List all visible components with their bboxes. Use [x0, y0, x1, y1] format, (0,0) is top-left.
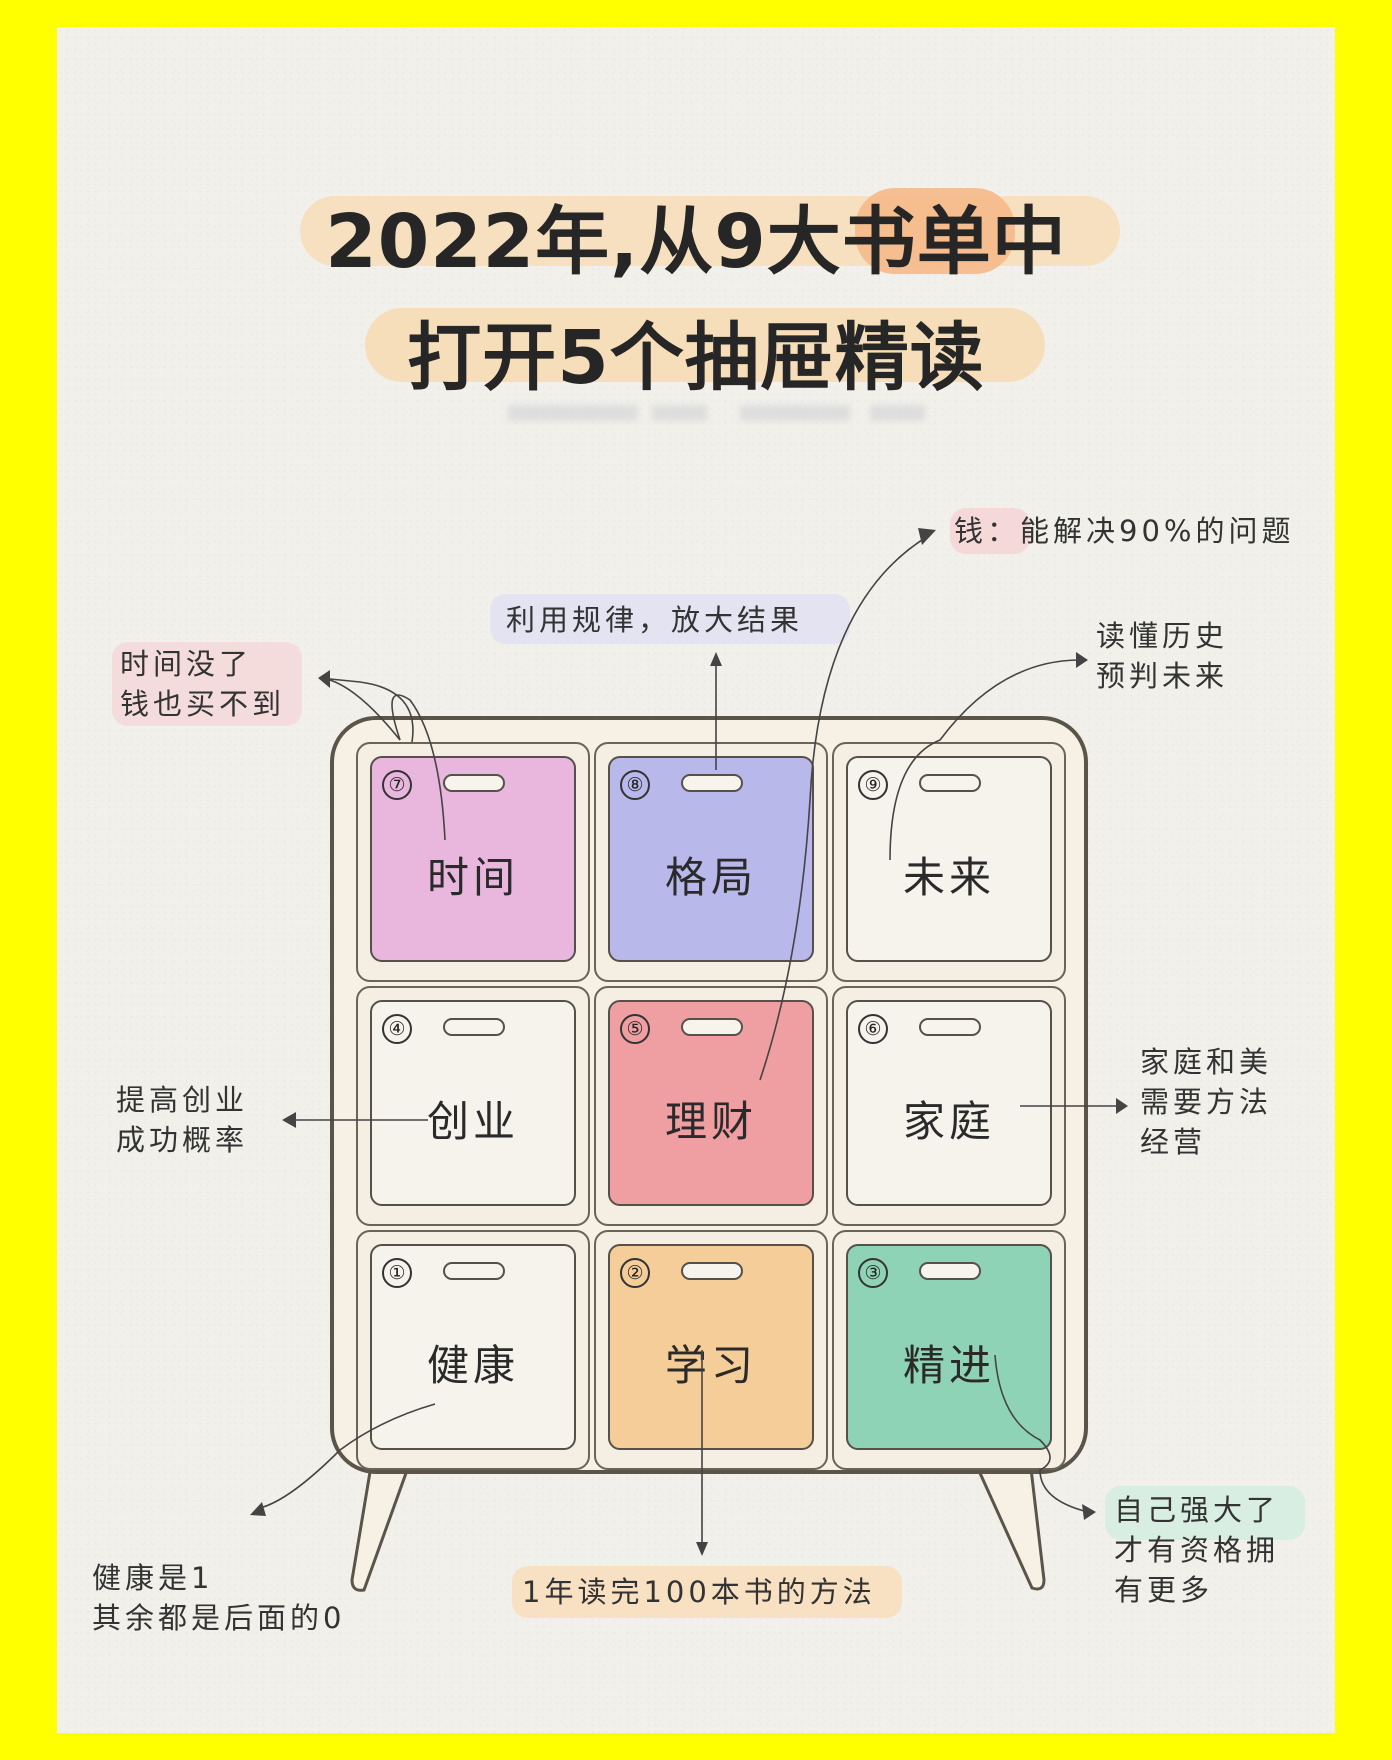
drawer-slot: ⑦ 时间	[356, 742, 590, 982]
note-learn: 1年读完100本书的方法	[522, 1575, 876, 1609]
note-highlight-time	[112, 642, 302, 726]
drawer-slot: ④ 创业	[356, 986, 590, 1226]
blurred-author	[740, 405, 850, 421]
note-highlight-improve	[1105, 1486, 1305, 1540]
drawer-label: 创业	[426, 1097, 519, 1146]
note-time: 时间没了 钱也买不到	[120, 647, 286, 721]
drawer-handle[interactable]	[681, 1018, 743, 1036]
blurred-author	[870, 405, 925, 421]
note-health: 健康是1 其余都是后面的0	[92, 1561, 346, 1635]
drawer-number: ⑨	[858, 770, 888, 800]
note-future: 读懂历史 预判未来	[1096, 619, 1229, 693]
drawer-slot: ⑤ 理财	[594, 986, 828, 1226]
drawer-number: ①	[382, 1258, 412, 1288]
drawer-handle[interactable]	[681, 1262, 743, 1280]
drawer-label: 时间	[426, 853, 519, 902]
note-highlight-learn	[512, 1566, 902, 1618]
drawer-4[interactable]: ④ 创业	[370, 1000, 576, 1206]
note-pattern: 利用规律，放大结果	[506, 603, 804, 637]
title-highlight-2	[855, 188, 1015, 274]
drawer-3[interactable]: ⑨ 未来	[846, 756, 1052, 962]
drawer-slot: ⑧ 格局	[594, 742, 828, 982]
drawer-number: ④	[382, 1014, 412, 1044]
note-highlight-money	[950, 508, 1030, 554]
drawer-number: ⑤	[620, 1014, 650, 1044]
title-highlight-3	[365, 308, 1045, 382]
note-highlight-pattern	[490, 594, 850, 644]
drawer-handle[interactable]	[443, 1262, 505, 1280]
drawer-2[interactable]: ⑧ 格局	[608, 756, 814, 962]
drawer-handle[interactable]	[681, 774, 743, 792]
drawer-label: 家庭	[902, 1097, 995, 1146]
drawer-label: 精进	[902, 1341, 995, 1390]
note-family: 家庭和美 需要方法 经营	[1140, 1045, 1273, 1159]
drawer-7[interactable]: ① 健康	[370, 1244, 576, 1450]
note-startup: 提高创业 成功概率	[116, 1083, 249, 1157]
drawer-label: 格局	[664, 853, 757, 902]
drawer-slot: ⑥ 家庭	[832, 986, 1066, 1226]
drawer-number: ③	[858, 1258, 888, 1288]
note-money: 钱：能解决90%的问题	[954, 514, 1295, 548]
drawer-label: 学习	[664, 1341, 757, 1390]
drawer-handle[interactable]	[919, 1018, 981, 1036]
title-line-1: 2022年,从9大书单中	[325, 199, 1067, 285]
drawer-number: ⑥	[858, 1014, 888, 1044]
drawer-handle[interactable]	[443, 1018, 505, 1036]
drawer-label: 理财	[664, 1097, 757, 1146]
drawer-slot: ③ 精进	[832, 1230, 1066, 1470]
drawer-8[interactable]: ② 学习	[608, 1244, 814, 1450]
drawer-9[interactable]: ③ 精进	[846, 1244, 1052, 1450]
note-improve: 自己强大了 才有资格拥 有更多	[1114, 1493, 1280, 1607]
drawer-slot: ⑨ 未来	[832, 742, 1066, 982]
drawer-label: 健康	[426, 1341, 519, 1390]
drawer-5[interactable]: ⑤ 理财	[608, 1000, 814, 1206]
drawer-label: 未来	[902, 853, 995, 902]
blurred-author	[652, 405, 707, 421]
blurred-author	[508, 405, 638, 421]
drawer-number: ⑧	[620, 770, 650, 800]
drawer-slot: ② 学习	[594, 1230, 828, 1470]
drawer-6[interactable]: ⑥ 家庭	[846, 1000, 1052, 1206]
title-line-2: 打开5个抽屉精读	[407, 315, 985, 401]
drawer-number: ②	[620, 1258, 650, 1288]
drawer-handle[interactable]	[919, 774, 981, 792]
drawer-handle[interactable]	[919, 1262, 981, 1280]
drawer-1[interactable]: ⑦ 时间	[370, 756, 576, 962]
drawer-slot: ① 健康	[356, 1230, 590, 1470]
drawer-handle[interactable]	[443, 774, 505, 792]
drawer-number: ⑦	[382, 770, 412, 800]
drawer-cabinet: ⑦ 时间 ⑧ 格局 ⑨ 未来 ④ 创业 ⑤ 理财 ⑥ 家庭 ① 健康 ② 学习 ③ 精进	[330, 716, 1088, 1474]
